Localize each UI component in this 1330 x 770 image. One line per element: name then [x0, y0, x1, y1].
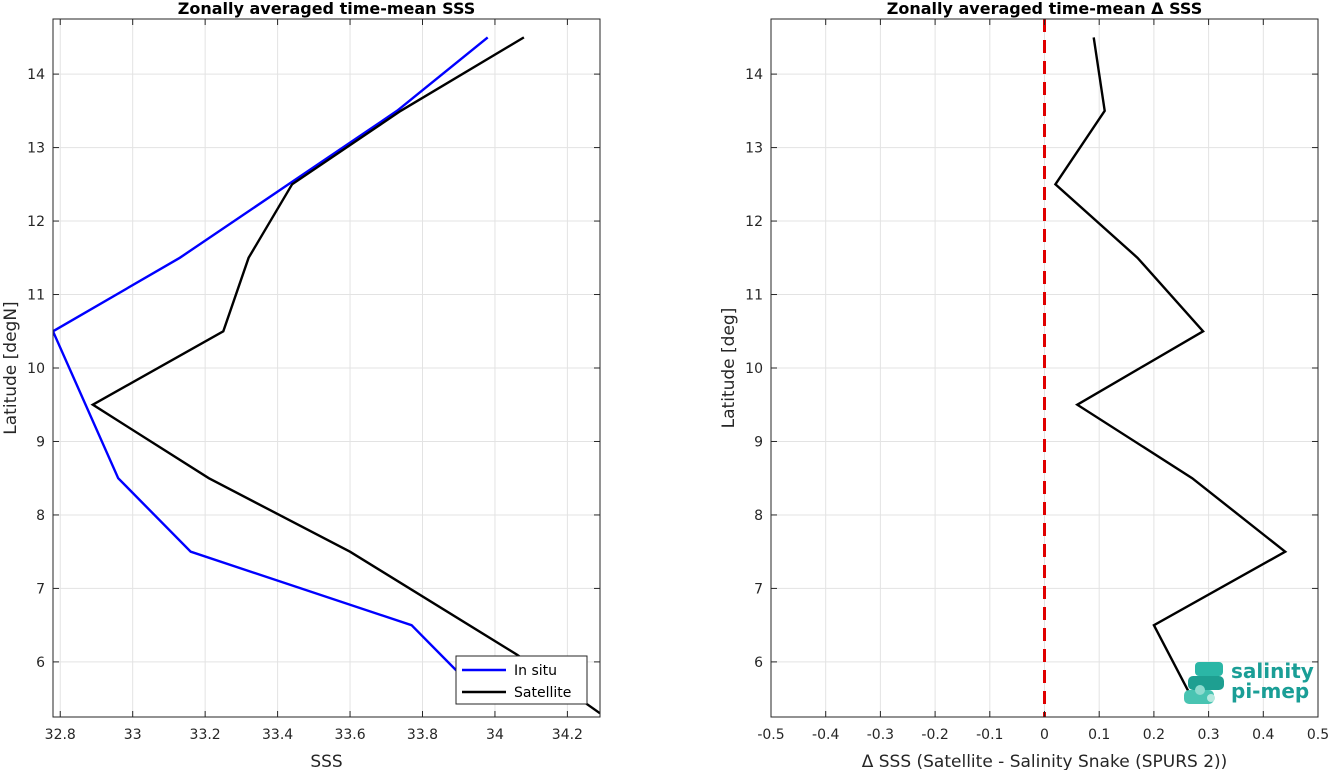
- y-tick-label: 9: [36, 434, 45, 450]
- x-tick-label: 0: [1040, 727, 1049, 743]
- logo-line2: pi-mep: [1231, 679, 1309, 703]
- x-tick-label: 33.6: [334, 727, 365, 743]
- y-tick-label: 10: [745, 361, 763, 377]
- logo-line1: salinity: [1231, 659, 1314, 683]
- x-axis-label: Δ SSS (Satellite - Salinity Snake (SPURS…: [862, 752, 1228, 770]
- y-tick-label: 7: [36, 581, 45, 597]
- y-tick-label: 13: [27, 141, 45, 157]
- y-tick-label: 11: [27, 288, 45, 304]
- x-tick-label: -0.3: [867, 727, 894, 743]
- x-tick-label: 0.4: [1252, 727, 1274, 743]
- chart-title: Zonally averaged time-mean Δ SSS: [887, 0, 1203, 18]
- salinity-pi-mep-logo: salinity pi-mep: [1184, 659, 1314, 704]
- legend-entry: Satellite: [514, 685, 571, 701]
- legend-box: [455, 655, 588, 705]
- x-tick-label: 34.2: [552, 727, 583, 743]
- x-tick-label: 0.1: [1088, 727, 1110, 743]
- x-tick-label: 33: [124, 727, 142, 743]
- y-tick-label: 12: [27, 214, 45, 230]
- y-tick-label: 13: [745, 141, 763, 157]
- legend: In situ Satellite: [455, 655, 588, 705]
- x-tick-label: 33.8: [407, 727, 438, 743]
- logo-icon: [1184, 662, 1224, 704]
- y-tick-label: 6: [754, 655, 763, 671]
- x-tick-label: 33.2: [190, 727, 221, 743]
- x-tick-label: 32.8: [45, 727, 76, 743]
- panel-sss: 32.8 33 33.2 33.4 33.6 33.8 34 34.2 6 7 8 9 10 11 12 13…: [1, 0, 601, 770]
- y-tick-label: 11: [745, 288, 763, 304]
- x-axis-label: SSS: [310, 752, 342, 770]
- x-tick-label: 0.3: [1197, 727, 1219, 743]
- x-tick-label: -0.2: [921, 727, 948, 743]
- y-tick-label: 8: [36, 508, 45, 524]
- y-tick-label: 10: [27, 361, 45, 377]
- x-tick-label: -0.4: [812, 727, 839, 743]
- series-line-satellite: [90, 36, 600, 715]
- y-tick-label: 12: [745, 214, 763, 230]
- y-tick-label: 8: [754, 508, 763, 524]
- series-line-0: [1053, 37, 1288, 700]
- y-tick-label: 14: [27, 67, 45, 83]
- y-tick-label: 9: [754, 434, 763, 450]
- x-tick-label: 0.2: [1143, 727, 1165, 743]
- y-axis-label: Latitude [degN]: [1, 301, 21, 434]
- y-axis-label: Latitude [deg]: [719, 308, 739, 429]
- x-tick-label: 0.5: [1307, 727, 1329, 743]
- series-line-in-situ: [53, 36, 489, 674]
- y-tick-label: 7: [754, 581, 763, 597]
- legend-entry: In situ: [514, 663, 557, 679]
- panel-delta-sss: -0.5 -0.4 -0.3 -0.2 -0.1 0 0.1 0.2 0.3 0.4 0.5 6 7 8 9…: [719, 0, 1329, 770]
- y-tick-label: 6: [36, 655, 45, 671]
- x-tick-label: 34: [486, 727, 504, 743]
- x-tick-label: 33.4: [262, 727, 293, 743]
- y-tick-label: 14: [745, 67, 763, 83]
- chart-title: Zonally averaged time-mean SSS: [178, 0, 476, 18]
- x-tick-label: -0.1: [976, 727, 1003, 743]
- x-tick-label: -0.5: [757, 727, 784, 743]
